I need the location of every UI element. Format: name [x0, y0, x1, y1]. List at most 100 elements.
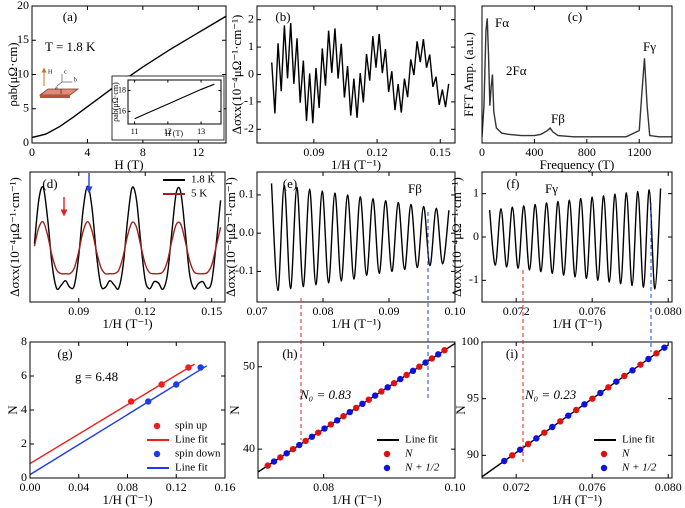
data-point [613, 378, 620, 385]
panel-label: (i) [506, 346, 518, 361]
data-point [308, 433, 316, 440]
data-point [359, 400, 366, 408]
plot-frame [127, 79, 222, 125]
y-tick-label: 6 [21, 368, 27, 382]
y-axis-label: Δσxx(10⁻⁴μΩ⁻¹·cm⁻¹) [449, 177, 464, 297]
panel: 0.00 0.04 0.08 0.12 0.16 0 2 4 6 8 (g) 1/H (T⁻¹) Ng … [5, 334, 236, 507]
panel-label: (a) [63, 9, 77, 24]
y-tick-label: 0.0 [239, 225, 254, 239]
y-tick-label: 2 [21, 436, 27, 450]
x-tick-label: 0.072 [503, 304, 530, 318]
x-tick-label: 0.15 [430, 145, 451, 159]
x-tick-label: 0.08 [313, 480, 334, 494]
legend-label: Line fit [175, 434, 208, 446]
y-tick-label: 0.1 [239, 187, 254, 201]
data-line [30, 363, 195, 465]
axis-a [56, 81, 63, 87]
data-point [557, 418, 564, 425]
inset-x-label: H (T) [165, 129, 183, 138]
data-point [428, 355, 436, 362]
annotation: Fγ [545, 181, 558, 196]
data-point [597, 389, 604, 397]
plot-frame [481, 341, 673, 479]
legend-label: 1.8 K [191, 174, 216, 186]
panel: 0.08 0.10 40 50 (h) 1/H (T⁻¹) N N₀ = 0.83 Line f… [227, 341, 466, 507]
data-point [315, 429, 322, 436]
y-tick-label: 18 [118, 85, 126, 94]
x-axis-label: 1/H (T⁻¹) [331, 316, 381, 331]
data-point [581, 401, 588, 408]
sample [38, 88, 80, 96]
panel-label: (c) [568, 9, 582, 24]
legend-label: 5 K [191, 188, 207, 200]
x-tick-label: 0.12 [135, 304, 156, 318]
legend-label: N [404, 448, 413, 460]
data-point [346, 408, 354, 416]
data-point [533, 435, 540, 442]
panel: 0 400 800 1200 (c) Frequency (T) FFT Amp. (a.u… [461, 5, 673, 172]
x-tick-label: 0.09 [379, 304, 400, 318]
schematic-label: c [64, 69, 67, 75]
panel-label: (d) [42, 176, 57, 191]
y-tick-label: 0 [248, 66, 254, 80]
data-point [289, 445, 297, 453]
x-tick-label: 0.10 [445, 304, 466, 318]
panel-label: (e) [283, 176, 297, 191]
y-tick-label: 90 [467, 447, 479, 461]
data-point [524, 440, 532, 448]
annotation: Fγ [643, 39, 656, 54]
y-axis-label: Δσxx(10⁻⁴μΩ⁻¹·cm⁻¹) [223, 177, 238, 297]
x-tick-label: 0.08 [117, 480, 138, 494]
data-point [327, 421, 335, 428]
legend-label: Line fit [405, 434, 438, 446]
x-tick-label: 0.076 [579, 480, 606, 494]
legend-marker [383, 464, 391, 472]
legend-label: N + 1/2 [621, 462, 657, 474]
y-tick-label: 0 [21, 470, 27, 484]
data-point [573, 406, 580, 414]
data-point [397, 375, 404, 383]
data-line [134, 83, 215, 120]
annotation: Fβ [408, 181, 422, 196]
data-line [33, 185, 222, 291]
data-point [621, 372, 628, 380]
data-point [321, 425, 328, 432]
data-point [501, 457, 508, 465]
x-tick-label: 0 [29, 145, 35, 159]
plot-frame [31, 5, 227, 144]
legend-label: Line fit [175, 462, 208, 474]
y-tick-label: 1 [248, 39, 254, 53]
x-tick-label: 8 [140, 145, 146, 159]
data-point [422, 359, 429, 366]
data-point [434, 351, 442, 358]
y-tick-label: 8 [21, 334, 27, 348]
schematic-label: a [55, 85, 58, 91]
x-tick-label: 4 [84, 145, 90, 159]
y-tick-label: 0 [473, 229, 479, 243]
y-axis-label: FFT Amp. (a.u.) [461, 32, 476, 117]
x-tick-label: 0.080 [655, 480, 682, 494]
data-point [277, 454, 284, 461]
data-point [589, 395, 596, 402]
y-tick-label: 95 [467, 390, 479, 404]
data-point [296, 441, 303, 449]
data-point [390, 380, 398, 387]
data-point [283, 450, 290, 457]
x-tick-label: 0.04 [68, 480, 89, 494]
y-tick-label: -2 [244, 121, 254, 135]
data-point [333, 417, 341, 424]
panel-label: (b) [275, 9, 290, 24]
y-axis-label: N [5, 405, 20, 415]
schematic-label: b [74, 77, 77, 83]
annotation: Fα [495, 15, 509, 30]
legend-marker [600, 450, 608, 458]
panel-label: (f) [507, 176, 520, 191]
x-tick-label: 0.08 [313, 304, 334, 318]
x-tick-label: 0.10 [445, 480, 466, 494]
plot-frame [29, 341, 226, 479]
legend-label: Line fit [622, 434, 655, 446]
annotation: N₀ = 0.83 [299, 387, 352, 402]
data-point [352, 404, 360, 412]
legend-marker [153, 450, 161, 458]
panel: 0.09 0.12 0.15 (d) 1/H (T⁻¹) Δσxx(10⁻⁴μΩ⁻¹·cm… [7, 171, 226, 331]
